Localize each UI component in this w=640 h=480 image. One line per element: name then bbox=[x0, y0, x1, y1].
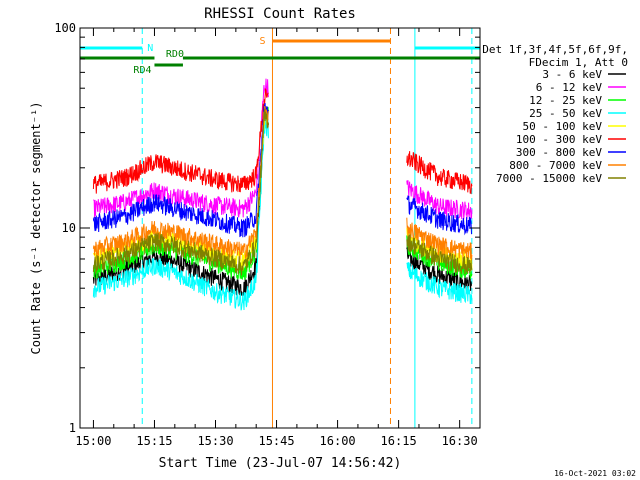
state-bar-label: RD0 bbox=[166, 49, 184, 60]
series-line bbox=[92, 118, 473, 311]
series-line bbox=[92, 108, 473, 276]
legend-label: 100 - 300 keV bbox=[516, 133, 602, 146]
x-tick-label: 15:30 bbox=[197, 434, 233, 448]
state-bar-label: RD4 bbox=[133, 65, 151, 76]
state-bar-label: S bbox=[259, 36, 265, 47]
y-tick-label: 10 bbox=[62, 221, 76, 235]
legend-label: 7000 - 15000 keV bbox=[496, 172, 602, 185]
plot-content: N S RD0 RD4 bbox=[79, 28, 480, 428]
series-line bbox=[92, 87, 473, 195]
legend-label: 3 - 6 keV bbox=[542, 68, 602, 81]
plot-frame bbox=[79, 27, 481, 429]
legend-label: 6 - 12 keV bbox=[536, 81, 603, 94]
legend-label: 25 - 50 keV bbox=[529, 107, 602, 120]
legend-header-line-1: Det 1f,3f,4f,5f,6f,9f, bbox=[482, 43, 628, 56]
state-bar-label: N bbox=[147, 43, 153, 54]
y-axis-label: Count Rate (s⁻¹ detector segment⁻¹) bbox=[29, 102, 43, 355]
timestamp: 16-Oct-2021 03:02 bbox=[554, 469, 636, 478]
legend-label: 800 - 7000 keV bbox=[509, 159, 602, 172]
x-tick-label: 15:15 bbox=[136, 434, 172, 448]
legend-label: 12 - 25 keV bbox=[529, 94, 602, 107]
x-tick-label: 16:15 bbox=[381, 434, 417, 448]
legend-header-line-2: FDecim 1, Att 0 bbox=[529, 56, 628, 69]
legend-label: 50 - 100 keV bbox=[523, 120, 603, 133]
x-axis-label: Start Time (23-Jul-07 14:56:42) bbox=[159, 456, 402, 471]
series-line bbox=[92, 103, 473, 238]
x-tick-label: 15:00 bbox=[75, 434, 111, 448]
x-tick-label: 15:45 bbox=[258, 434, 294, 448]
y-tick-label: 1 bbox=[69, 421, 76, 435]
legend-label: 300 - 800 keV bbox=[516, 146, 602, 159]
x-tick-label: 16:00 bbox=[320, 434, 356, 448]
x-tick-label: 16:30 bbox=[442, 434, 478, 448]
chart-title: RHESSI Count Rates bbox=[204, 6, 356, 22]
y-tick-label: 100 bbox=[54, 21, 76, 35]
